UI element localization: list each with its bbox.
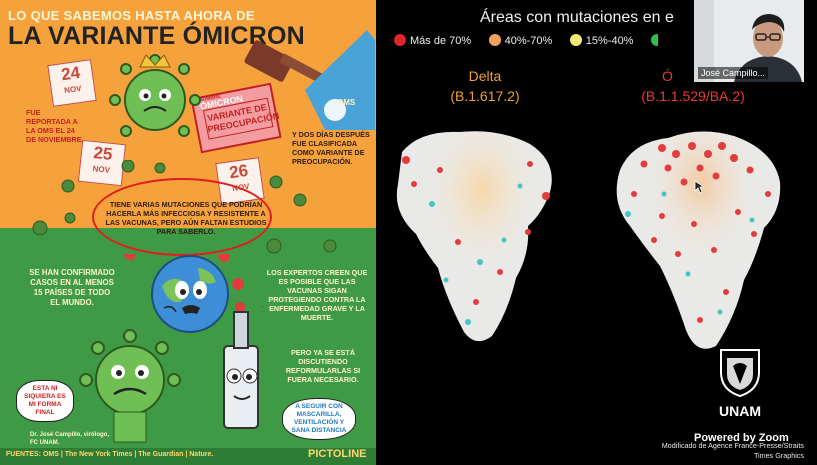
syringe-illustration xyxy=(223,306,264,429)
highlight-ellipse xyxy=(92,178,272,256)
virus-king-illustration xyxy=(109,54,201,137)
participant-name-label: José Campillo... xyxy=(698,67,769,79)
unam-label: UNAM xyxy=(719,403,761,419)
pictoline-logo: PICTOLINE xyxy=(308,448,367,460)
mutations-text: TIENE VARIAS MUTACIONES QUE PODRÍAN HACE… xyxy=(105,200,267,236)
image-credit: Modificado de Agence France-Presse/Strai… xyxy=(662,441,804,461)
legend-dot-green xyxy=(650,34,658,46)
virus-speech-bubble: ESTA NI SIQUIERA ES MI FORMA FINAL xyxy=(16,380,74,422)
omicron-label: Ó (B.1.1.529/BA.2) xyxy=(628,66,758,106)
zoom-watermark: Powered by Zoom xyxy=(694,432,789,444)
omicron-name: Ó xyxy=(662,68,673,84)
delta-structure-map xyxy=(396,131,552,342)
map-pins xyxy=(124,254,246,322)
unam-logo: UNAM xyxy=(710,346,770,419)
vaccine-speech-bubble: A SEGUIR CON MASCARILLA, VENTILACIÓN Y S… xyxy=(282,398,356,440)
participant-face xyxy=(753,19,783,57)
experts-text: LOS EXPERTOS CREEN QUE ES POSIBLE QUE LA… xyxy=(266,268,368,322)
angry-virus-illustration xyxy=(79,329,181,443)
oms-label: OMS xyxy=(337,98,356,107)
legend-dot-yellow xyxy=(569,34,582,46)
participant-video-tile[interactable]: José Campillo... xyxy=(694,0,804,82)
calendar-nov-24: 24 NOV xyxy=(47,59,97,107)
legend-item-low: 15%-40% xyxy=(569,34,634,47)
delta-code: (B.1.617.2) xyxy=(450,88,520,104)
reformulate-text: PERO YA SE ESTÁ DISCUTIENDO REFORMULARLA… xyxy=(285,348,361,384)
author-credit: Dr. José Campillo, virólogo, FC UNAM. xyxy=(30,432,110,446)
crown xyxy=(139,54,171,68)
small-viruses-decoration xyxy=(32,160,337,254)
sources-text: FUENTES: OMS | The New York Times | The … xyxy=(6,451,214,458)
legend-item-lowest xyxy=(650,34,662,47)
infographic-panel: LO QUE SABEMOS HASTA AHORA DE LA VARIANT… xyxy=(0,0,376,465)
mouse-cursor-icon xyxy=(694,180,704,194)
omicron-structure-map xyxy=(616,131,781,349)
omicron-code: (B.1.1.529/BA.2) xyxy=(641,88,745,104)
earth-illustration xyxy=(151,255,229,333)
legend-label: 40%-70% xyxy=(504,35,553,47)
legend-label: Más de 70% xyxy=(410,35,472,47)
oms-logo xyxy=(324,99,346,121)
two-days-text: Y DOS DÍAS DESPUÉS FUE CLASIFICADA COMO … xyxy=(292,130,370,166)
unam-crest-icon xyxy=(720,349,760,398)
slide-title: Áreas con mutaciones en e xyxy=(480,9,674,26)
credit-line-1: Modificado de Agence France-Presse/Strai… xyxy=(661,441,804,450)
oms-sleeve xyxy=(305,30,375,130)
reported-text: FUE REPORTADA A LA OMS EL 24 DE NOVIEMBR… xyxy=(26,108,84,144)
delta-name: Delta xyxy=(468,68,502,84)
stamp-handle xyxy=(279,53,327,85)
legend-item-medium: 40%-70% xyxy=(488,34,553,47)
legend-dot-red xyxy=(394,34,406,46)
mutation-legend: Más de 70% 40%-70% 15%-40% xyxy=(394,31,675,47)
stamp-illustration xyxy=(244,30,375,130)
stamp-head xyxy=(244,40,294,82)
legend-item-high: Más de 70% xyxy=(394,34,471,47)
slide-panel: Áreas con mutaciones en e Más de 70% 40%… xyxy=(376,0,817,465)
virus-body xyxy=(124,69,186,131)
legend-label: 15%-40% xyxy=(585,35,634,47)
delta-label: Delta (B.1.617.2) xyxy=(440,66,530,106)
infographic-footer-bg xyxy=(0,448,376,465)
credit-line-2: Times Graphics xyxy=(753,451,804,460)
infographic-title-line1: LO QUE SABEMOS HASTA AHORA DE xyxy=(8,8,255,23)
legend-dot-orange xyxy=(488,34,501,46)
confirmed-countries-text: SE HAN CONFIRMADO CASOS EN AL MENOS 15 P… xyxy=(29,268,115,307)
participant-hair xyxy=(752,14,785,32)
